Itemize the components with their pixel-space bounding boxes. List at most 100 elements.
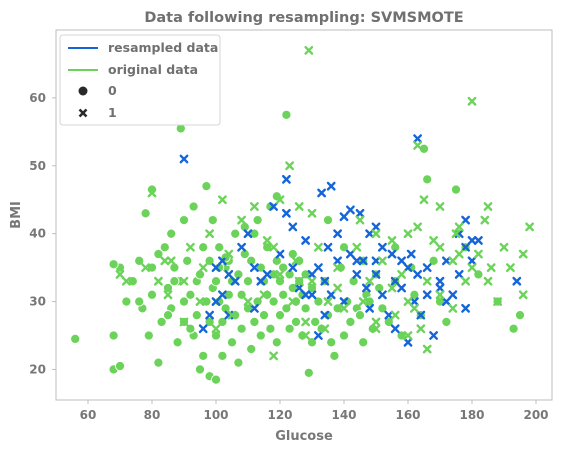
data-point-x [195, 297, 205, 306]
data-point-x [249, 263, 259, 273]
data-point-x [448, 290, 458, 300]
data-point-circle [258, 310, 270, 321]
data-point-x [451, 229, 461, 239]
data-point-x [387, 236, 397, 245]
data-point-x [365, 229, 374, 239]
data-point-x [525, 222, 534, 232]
legend: resampled data original data 0 1 [59, 34, 221, 126]
data-point-x [483, 202, 493, 211]
data-point-circle [428, 255, 439, 266]
data-point-circle [198, 350, 209, 361]
plot-area [55, 29, 553, 401]
legend-marker-circle [78, 86, 88, 96]
data-point-x [448, 256, 458, 266]
data-point-x [461, 215, 470, 225]
data-point-x [333, 229, 342, 239]
data-point-x [461, 276, 470, 286]
legend-marker-x [78, 108, 88, 118]
data-point-circle [271, 337, 282, 348]
data-point-circle [338, 330, 350, 341]
data-point-x [467, 96, 477, 106]
data-point-x [301, 290, 310, 300]
data-point-x [314, 263, 323, 273]
data-point-x [333, 283, 342, 293]
data-point-circle [178, 296, 190, 307]
data-point-x [285, 161, 294, 171]
data-point-x [211, 324, 221, 334]
data-point-circle [210, 330, 222, 341]
data-point-x [403, 263, 413, 273]
data-point-x [314, 242, 323, 252]
x-tick-label: 180 [459, 408, 484, 422]
data-point-circle [326, 337, 337, 348]
data-point-x [217, 256, 227, 266]
data-point-circle [191, 310, 202, 321]
data-point-x [429, 331, 438, 340]
data-point-x [320, 310, 330, 320]
data-point-circle [422, 174, 433, 185]
data-point-circle [306, 337, 318, 348]
data-point-x [422, 290, 432, 300]
data-point-circle [345, 316, 356, 327]
data-point-x [249, 303, 259, 313]
data-point-circle [354, 310, 366, 321]
data-point-circle [166, 228, 177, 239]
data-point-x [153, 276, 163, 286]
legend-label-original: original data [108, 62, 198, 77]
data-point-x [413, 141, 422, 150]
data-point-circle [156, 316, 167, 327]
y-tick-label: 50 [29, 159, 46, 173]
data-point-x [115, 270, 125, 279]
data-point-x [493, 297, 502, 306]
data-point-circle [201, 296, 212, 307]
data-point-circle [198, 242, 209, 253]
data-point-circle [274, 310, 286, 321]
data-point-x [243, 229, 253, 239]
data-point-x [403, 337, 413, 347]
data-point-circle [185, 289, 196, 300]
data-point-circle [210, 276, 222, 287]
data-point-x [467, 256, 477, 266]
data-point-circle [207, 215, 218, 226]
data-point-x [166, 256, 176, 266]
data-point-x [435, 290, 445, 300]
data-point-circle [332, 303, 343, 314]
y-axis-ticks: 20 30 40 50 60 [29, 91, 56, 376]
data-point-x [288, 222, 298, 232]
data-point-circle [233, 357, 244, 368]
data-point-x [307, 208, 317, 218]
data-point-x [378, 242, 387, 252]
data-point-x [288, 297, 298, 306]
data-point-x [275, 270, 285, 279]
y-tick-label: 60 [29, 91, 46, 105]
data-point-circle [514, 310, 526, 321]
x-tick-label: 160 [395, 408, 420, 422]
data-point-circle [127, 276, 138, 287]
data-point-circle [162, 310, 174, 321]
data-point-x [275, 249, 285, 259]
data-point-x [237, 242, 247, 252]
data-point-circle [473, 269, 484, 280]
data-point-circle [508, 323, 519, 334]
data-point-x [205, 229, 215, 239]
legend-label-class-1: 1 [108, 105, 117, 120]
data-point-circle [188, 201, 199, 212]
data-point-x [358, 256, 368, 266]
x-tick-label: 140 [331, 408, 356, 422]
data-point-x [237, 215, 247, 225]
data-point-circle [146, 289, 158, 300]
data-point-circle [434, 296, 446, 307]
data-point-x [422, 263, 432, 273]
data-point-x [387, 283, 397, 293]
data-point-circle [236, 289, 247, 300]
data-point-x [362, 283, 371, 293]
x-tick-label: 200 [523, 408, 548, 422]
data-point-x [323, 297, 333, 306]
data-point-x [317, 188, 326, 198]
data-point-x [243, 297, 253, 306]
data-point-x [121, 276, 131, 286]
data-point-x [269, 202, 278, 211]
data-point-x [163, 290, 173, 300]
data-point-circle [169, 276, 180, 287]
